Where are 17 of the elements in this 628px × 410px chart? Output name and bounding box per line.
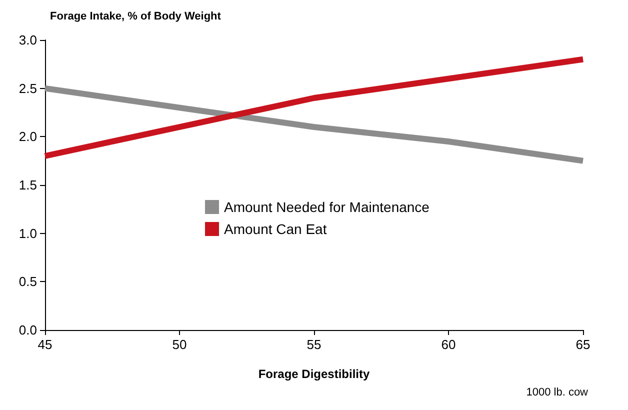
text: 1000 lb. cow xyxy=(526,386,588,398)
y-tick-label: 1.5 xyxy=(18,178,37,192)
y-tick-label: 0.5 xyxy=(18,274,37,290)
chart-title: Forage Intake, % of Body Weight xyxy=(50,10,222,22)
legend-label: Amount Can Eat xyxy=(224,221,327,237)
y-tick-label: 0.0 xyxy=(18,322,37,338)
x-tick-label: 60 xyxy=(441,337,456,352)
y-tick-label: 2.0 xyxy=(18,129,37,144)
y-tick-label: 3.0 xyxy=(18,32,37,48)
x-tick-label: 55 xyxy=(306,337,322,352)
x-axis-title: Forage Digestibility xyxy=(258,367,370,381)
legend-label: Amount Needed for Maintenance xyxy=(224,199,430,215)
y-tick-label: 2.5 xyxy=(18,80,37,96)
y-tick-label: 1.0 xyxy=(18,226,37,241)
x-tick-label: 65 xyxy=(576,337,590,352)
x-tick-label: 50 xyxy=(172,337,187,352)
x-tick-label: 45 xyxy=(38,337,52,352)
